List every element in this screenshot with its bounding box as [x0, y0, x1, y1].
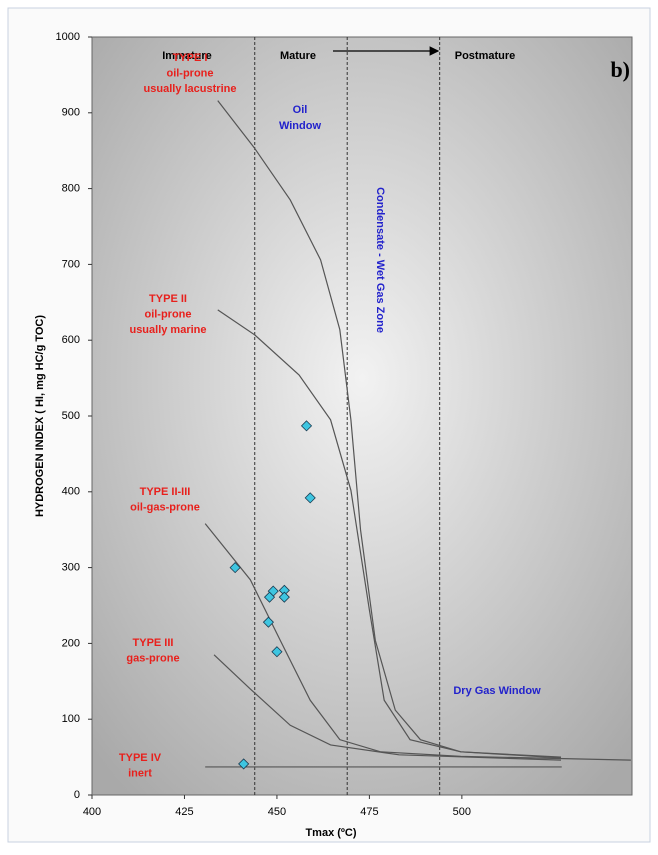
- maturation-curve: [204, 523, 631, 761]
- kerogen-type-label: usually marine: [129, 324, 206, 336]
- data-point: [229, 562, 241, 574]
- plot-area: [91, 36, 633, 796]
- kerogen-type-label: TYPE II-III: [140, 486, 191, 498]
- data-point: [238, 758, 250, 770]
- zone-label: Mature: [280, 50, 316, 62]
- y-tick-label: 100: [62, 713, 80, 725]
- x-axis-label: Tmax (ºC): [305, 827, 356, 839]
- y-tick-label: 700: [62, 258, 80, 270]
- y-tick-label: 800: [62, 183, 80, 195]
- y-tick-label: 200: [62, 637, 80, 649]
- dry-gas-label: Dry Gas Window: [453, 685, 541, 697]
- y-tick-label: 900: [62, 107, 80, 119]
- data-point: [300, 420, 313, 432]
- y-tick-label: 1000: [56, 31, 80, 43]
- x-tick-label: 425: [175, 806, 193, 818]
- kerogen-type-label: oil-gas-prone: [130, 501, 200, 513]
- x-tick-label: 475: [360, 806, 378, 818]
- y-tick-label: 400: [62, 486, 80, 498]
- panel-label: b): [610, 57, 630, 82]
- kerogen-type-label: oil-prone: [166, 67, 213, 79]
- data-point: [262, 616, 274, 628]
- y-tick-label: 500: [62, 410, 80, 422]
- y-tick-label: 600: [62, 334, 80, 346]
- kerogen-type-label: oil-prone: [144, 308, 191, 320]
- y-axis-label: HYDROGEN INDEX ( HI, mg HC/g TOC): [34, 315, 46, 517]
- kerogen-type-label: TYPE I: [173, 52, 208, 64]
- maturation-curve: [217, 100, 562, 758]
- oil-window-label: Window: [279, 120, 321, 132]
- zone-label: Immature: [162, 50, 212, 62]
- kerogen-type-label: gas-prone: [126, 652, 179, 664]
- kerogen-type-label: TYPE II: [149, 293, 187, 305]
- y-tick-label: 0: [74, 789, 80, 801]
- maturation-curve: [217, 309, 562, 759]
- oil-window-label: Oil: [293, 104, 308, 116]
- data-point: [304, 492, 316, 504]
- kerogen-type-label: inert: [128, 767, 152, 779]
- data-point: [271, 646, 283, 658]
- kerogen-type-label: TYPE III: [133, 637, 174, 649]
- data-point: [263, 591, 276, 603]
- x-tick-label: 500: [453, 806, 471, 818]
- maturation-curve: [213, 654, 562, 761]
- x-tick-label: 450: [268, 806, 286, 818]
- y-tick-label: 300: [62, 562, 80, 574]
- zone-label: Postmature: [455, 50, 516, 62]
- kerogen-type-label: usually lacustrine: [144, 83, 237, 95]
- kerogen-type-label: TYPE IV: [119, 752, 162, 764]
- condensate-label: Condensate - Wet Gas Zone: [374, 187, 386, 333]
- x-tick-label: 400: [83, 806, 101, 818]
- data-point: [278, 591, 290, 603]
